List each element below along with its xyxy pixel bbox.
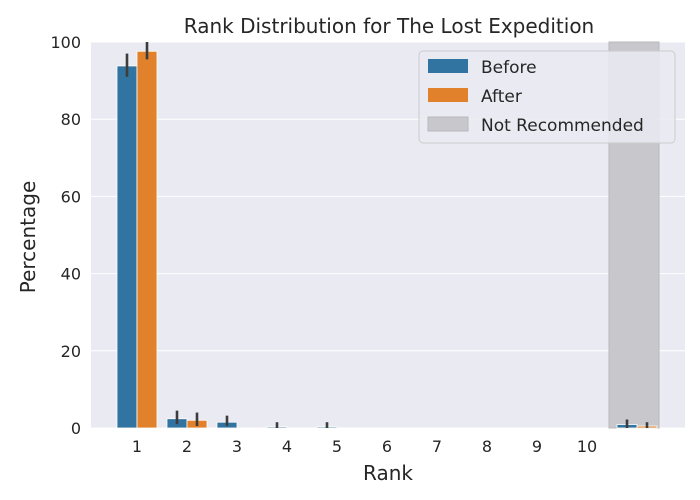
- legend-label-not-recommended: Not Recommended: [481, 116, 644, 136]
- x-tick-label: 10: [577, 437, 597, 456]
- y-tick-label: 20: [61, 342, 81, 361]
- x-tick-label: 1: [132, 437, 142, 456]
- x-tick-label: 6: [382, 437, 392, 456]
- y-tick-labels: 0 20 40 60 80 100: [50, 33, 81, 438]
- x-tick-label: 7: [432, 437, 442, 456]
- legend-label-after: After: [481, 87, 522, 107]
- x-tick-label: 4: [282, 437, 292, 456]
- x-tick-label: 2: [182, 437, 192, 456]
- legend-swatch-not-recommended: [427, 116, 469, 132]
- x-tick-label: 8: [482, 437, 492, 456]
- x-tick-labels: 1 2 3 4 5 6 7 8 9 10: [132, 437, 597, 456]
- legend: Before After Not Recommended: [418, 50, 676, 144]
- legend-swatch-after: [428, 88, 468, 102]
- x-tick-label: 9: [532, 437, 542, 456]
- legend-label-before: Before: [481, 58, 537, 78]
- bar-before-rank-1: [116, 65, 138, 429]
- y-tick-label: 40: [61, 265, 81, 284]
- chart-title: Rank Distribution for The Lost Expeditio…: [184, 14, 594, 38]
- x-tick-label: 5: [332, 437, 342, 456]
- x-axis-label: Rank: [363, 461, 413, 485]
- bar-after-rank-1: [136, 50, 158, 429]
- y-tick-label: 80: [61, 110, 81, 129]
- y-tick-label: 60: [61, 187, 81, 206]
- y-tick-label: 0: [71, 419, 81, 438]
- legend-box: [418, 50, 676, 144]
- x-tick-label: 3: [232, 437, 242, 456]
- legend-swatch-before: [428, 59, 468, 73]
- y-tick-label: 100: [50, 33, 81, 52]
- errorbars-group: [125, 42, 649, 428]
- y-axis-label: Percentage: [16, 181, 40, 294]
